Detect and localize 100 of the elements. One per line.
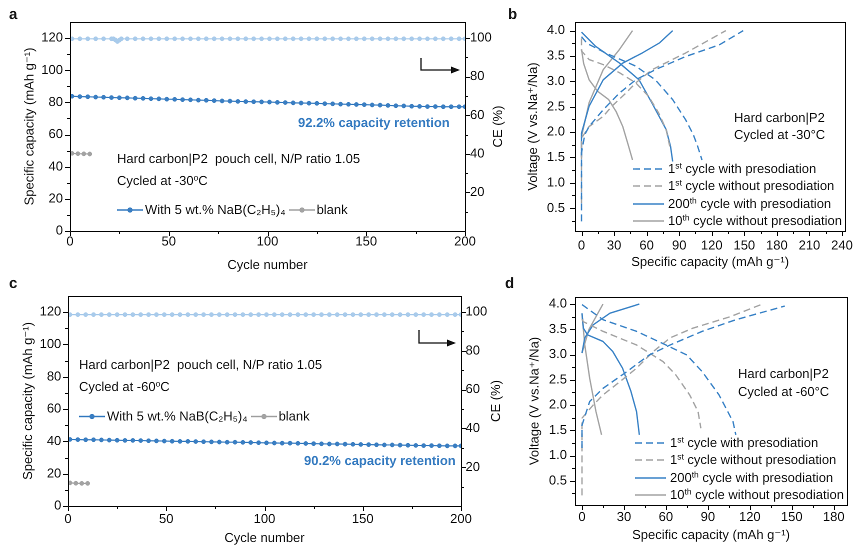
x-tick-label: 150 [352, 510, 374, 526]
chart-title: b [508, 6, 518, 23]
y2-tick-label: 100 [470, 30, 492, 45]
y-tick-label: 2.0 [546, 124, 565, 139]
legend-label: 1$^{st}$ cycle without presodiation [668, 178, 834, 194]
x-tick-label: 0 [578, 237, 586, 252]
y-tick-label: 3.5 [548, 320, 567, 336]
y-axis-title: Specific capacity (mAh g⁻¹) [20, 322, 35, 480]
annotation: 92.2% capacity retention [298, 115, 450, 131]
annotation: Hard carbon|P2 [734, 110, 825, 126]
y-tick-label: 2.0 [548, 396, 567, 412]
y-tick-label: 20 [46, 465, 62, 480]
x-tick-label: 60 [658, 508, 674, 524]
chart-title: c [9, 275, 18, 292]
annotation: Hard carbon|P2 pouch cell, N/P ratio 1.05 [79, 357, 322, 373]
legend-label: 200$^{th}$ cycle with presodiation [668, 195, 832, 212]
y-tick-label: 60 [46, 400, 62, 416]
y-tick-label: 3.0 [546, 72, 565, 88]
y-tick-label: 60 [48, 126, 63, 142]
annotation: Hard carbon|P2 [738, 366, 829, 382]
y-tick-label: 120 [40, 304, 62, 319]
x-tick-label: 50 [162, 233, 176, 248]
y-tick-label: 3.5 [546, 48, 565, 63]
y-tick-label: 1.0 [548, 447, 567, 462]
annotation: Cycled at -30$^{o}$C [117, 172, 208, 189]
y-tick-label: 4.0 [548, 296, 567, 311]
y2-tick-label: 80 [470, 68, 484, 84]
y-tick-label: 4.0 [546, 22, 565, 38]
x-tick-label: 150 [355, 233, 378, 248]
x-tick-label: 60 [639, 237, 654, 252]
y-tick-label: 100 [40, 336, 62, 352]
y-axis-title: Voltage (V vs.Na⁺/Na) [524, 62, 540, 191]
x-tick-label: 0 [578, 508, 586, 524]
x-tick-label: 90 [672, 237, 686, 252]
annotation: Cycled at -30°C [734, 127, 826, 143]
x-tick-label: 150 [733, 237, 756, 252]
y-tick-label: 1.5 [548, 422, 567, 437]
x-tick-label: 0 [66, 233, 74, 248]
y-tick-label: 2.5 [548, 371, 567, 386]
legend-label: blank [316, 202, 348, 218]
legend-label: 1$^{st}$ cycle without presodiation [670, 452, 836, 468]
annotation: Cycled at -60°C [738, 384, 830, 400]
x-tick-label: 30 [606, 237, 622, 252]
chart-title: a [9, 6, 18, 23]
y-tick-label: 0.5 [546, 200, 565, 215]
x-tick-label: 180 [822, 508, 845, 524]
y2-tick-label: 20 [470, 184, 484, 199]
x-tick-label: 150 [780, 508, 803, 524]
legend-label: 1$^{st}$ cycle with presodiation [670, 434, 818, 451]
legend-label: 1$^{st}$ cycle with presodiation [668, 160, 816, 177]
y-tick-label: 3.0 [548, 346, 567, 362]
y-tick-label: 40 [48, 158, 63, 174]
y2-axis-title: CE (%) [488, 380, 503, 422]
y-axis-title: Specific capacity (mAh g⁻¹) [21, 48, 36, 206]
annotation: Cycled at -60$^{o}$C [79, 378, 170, 395]
y2-tick-label: 20 [466, 458, 480, 474]
x-axis-title: Cycle number [227, 256, 308, 272]
y2-tick-label: 80 [466, 342, 480, 358]
legend-label: 200$^{th}$ cycle with presodiation [670, 469, 834, 486]
x-tick-label: 100 [254, 510, 276, 526]
y2-tick-label: 60 [466, 381, 480, 396]
y-tick-label: 80 [46, 368, 62, 384]
y-tick-label: 1.5 [546, 149, 565, 164]
x-tick-label: 120 [700, 237, 723, 252]
x-tick-label: 240 [831, 237, 853, 252]
x-tick-label: 90 [700, 508, 716, 524]
y-tick-label: 2.5 [546, 98, 565, 114]
x-axis-title: Specific capacity (mAh g⁻¹) [632, 526, 790, 542]
y-tick-label: 0 [56, 222, 63, 238]
y2-tick-label: 60 [470, 106, 484, 122]
chart-title: d [505, 275, 514, 292]
y2-tick-label: 100 [466, 304, 488, 319]
x-tick-label: 210 [798, 237, 820, 252]
legend-label: With 5 wt.% NaB(C₂H₅)₄ [107, 408, 248, 425]
y2-tick-label: 40 [470, 145, 484, 160]
annotation: Hard carbon|P2 pouch cell, N/P ratio 1.05 [117, 151, 360, 167]
x-tick-label: 100 [256, 233, 278, 248]
y-tick-label: 0.5 [548, 472, 567, 488]
y-tick-label: 1.0 [546, 174, 565, 190]
y-tick-label: 80 [48, 94, 63, 109]
annotation: 90.2% capacity retention [304, 452, 456, 469]
x-tick-label: 120 [738, 508, 761, 524]
x-tick-label: 200 [450, 510, 472, 526]
legend-label: blank [278, 408, 310, 425]
legend-label: 10$^{th}$ cycle without presodiation [670, 486, 844, 504]
y-tick-label: 100 [41, 62, 63, 77]
y-tick-label: 120 [41, 30, 63, 45]
x-tick-label: 200 [454, 233, 476, 248]
y-tick-label: 40 [46, 432, 62, 448]
y-tick-label: 0 [54, 498, 62, 513]
x-tick-label: 180 [766, 237, 788, 252]
x-axis-title: Specific capacity (mAh g⁻¹) [631, 254, 790, 269]
y-axis-title: Voltage (V vs.Na⁺/Na) [526, 336, 542, 466]
x-axis-title: Cycle number [224, 530, 306, 545]
x-tick-label: 50 [159, 510, 174, 526]
x-tick-label: 30 [616, 508, 632, 524]
y2-axis-title: CE (%) [490, 106, 505, 148]
legend-label: With 5 wt.% NaB(C₂H₅)₄ [145, 202, 286, 218]
y2-tick-label: 40 [466, 420, 480, 436]
legend-label: 10$^{th}$ cycle without presodiation [668, 212, 842, 230]
